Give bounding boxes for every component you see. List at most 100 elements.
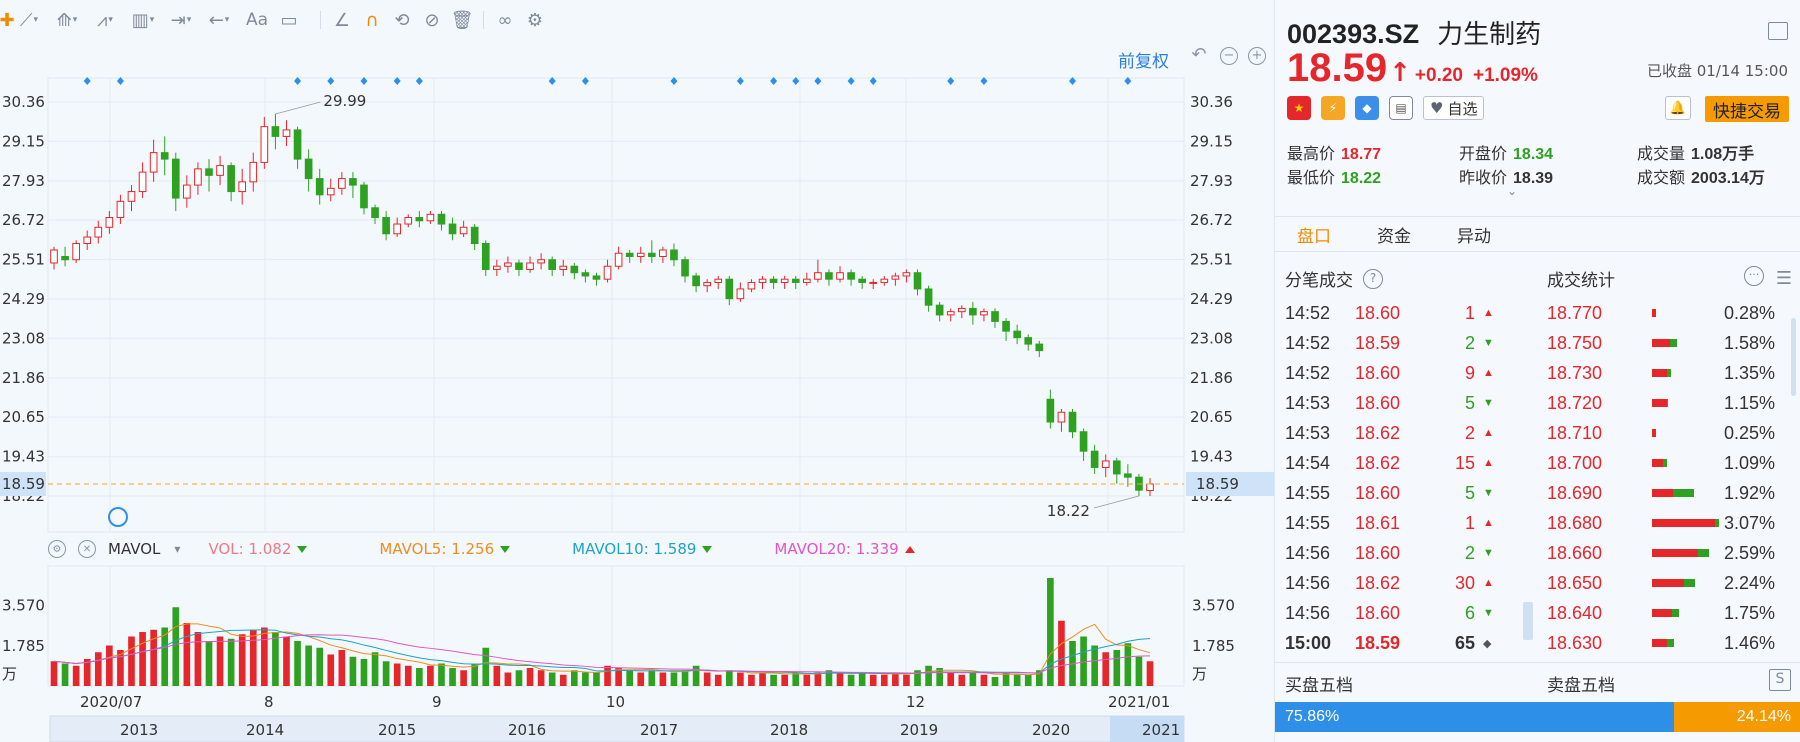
arrow-tool-icon[interactable]: ← ▾ bbox=[208, 9, 230, 31]
volume-stat-row: 18.650 2.24% bbox=[1547, 568, 1775, 598]
volume-stat-row: 18.660 2.59% bbox=[1547, 538, 1775, 568]
volume-bar bbox=[980, 674, 988, 686]
bell-icon[interactable]: 🔔 bbox=[1665, 96, 1691, 120]
more-options-icon[interactable]: ··· bbox=[1744, 266, 1764, 286]
price-change-pct: +1.09% bbox=[1472, 65, 1538, 86]
trade-price: 18.60 bbox=[1355, 392, 1401, 413]
detail-tabs: 盘口 资金 异动 bbox=[1275, 216, 1800, 252]
scrollbar[interactable] bbox=[1523, 602, 1533, 640]
sell-five-title: 卖盘五档 bbox=[1547, 676, 1615, 696]
candle-up bbox=[836, 272, 844, 280]
candle-down bbox=[470, 226, 479, 245]
tab-funds[interactable]: 资金 bbox=[1377, 226, 1411, 247]
indicator-close-icon[interactable]: ✕ bbox=[78, 540, 96, 558]
candle-up bbox=[459, 226, 468, 235]
trade-price: 18.60 bbox=[1355, 482, 1401, 503]
s-toggle-icon[interactable]: S bbox=[1769, 669, 1791, 691]
candle-down bbox=[61, 255, 69, 261]
trade-row: 14:53 18.62 2 ▲ bbox=[1285, 418, 1505, 448]
sell-ratio: 24.14% bbox=[1674, 702, 1800, 732]
line-tool-icon[interactable]: ⟋ ▾ bbox=[19, 9, 39, 31]
note-tool-icon[interactable]: ▭ bbox=[280, 9, 298, 31]
volume-bar bbox=[61, 663, 69, 686]
indicator-name[interactable]: MAVOL ▾ bbox=[108, 540, 181, 558]
trade-row: 14:52 18.60 1 ▲ bbox=[1285, 298, 1505, 328]
trade-time: 14:53 bbox=[1285, 392, 1331, 413]
hide-icon[interactable]: ⊘ bbox=[424, 9, 440, 31]
volume-ratio-bar bbox=[1651, 639, 1719, 647]
candle-up bbox=[603, 265, 612, 280]
volume-bar bbox=[593, 672, 600, 686]
toolbar-separator bbox=[483, 11, 484, 29]
trade-row: 14:55 18.61 1 ▲ bbox=[1285, 508, 1505, 538]
tab-orderbook[interactable]: 盘口 bbox=[1297, 226, 1331, 247]
candle-up bbox=[426, 213, 435, 222]
help-icon[interactable]: ? bbox=[1363, 268, 1383, 289]
trade-row: 14:54 18.62 15 ▲ bbox=[1285, 448, 1505, 478]
volume-stat-row: 18.700 1.09% bbox=[1547, 448, 1775, 478]
add-watchlist-button[interactable]: ♥ 自选 bbox=[1423, 96, 1485, 120]
fib-tool-icon[interactable]: ▥ ▾ bbox=[131, 9, 155, 31]
candle-up bbox=[957, 307, 966, 313]
link-icon[interactable]: ∞ bbox=[497, 9, 513, 31]
angle-tool-icon[interactable]: ∠ bbox=[333, 9, 351, 31]
volume-stat-row: 18.730 1.35% bbox=[1547, 358, 1775, 388]
text-tool-icon[interactable]: Aa bbox=[245, 10, 269, 30]
vol-readout: VOL: 1.082 bbox=[208, 540, 308, 558]
china-flag-icon[interactable]: ★ bbox=[1287, 96, 1311, 120]
candle-up bbox=[282, 129, 291, 137]
zoom-out-icon[interactable]: − bbox=[1220, 47, 1238, 65]
stat-low: 最低价 18.22 bbox=[1287, 168, 1382, 187]
sync-icon[interactable]: ⟲ bbox=[394, 9, 410, 31]
candle-up bbox=[758, 278, 767, 283]
undo-icon[interactable]: ↶ bbox=[1191, 44, 1207, 65]
candle-down bbox=[171, 158, 180, 199]
quick-trade-button[interactable]: 快捷交易 bbox=[1705, 96, 1789, 122]
volume-stat-row: 18.750 1.58% bbox=[1547, 328, 1775, 358]
stat-price: 18.730 bbox=[1547, 362, 1603, 383]
mavol10-readout: MAVOL10: 1.589 bbox=[572, 540, 713, 558]
candle-up bbox=[116, 200, 125, 219]
adjust-mode-button[interactable]: 前复权 bbox=[1118, 52, 1169, 72]
note-icon[interactable]: ▤ bbox=[1389, 96, 1413, 120]
candle-up bbox=[891, 275, 900, 280]
lightning-icon[interactable]: ⚡ bbox=[1321, 96, 1345, 120]
tab-alerts[interactable]: 异动 bbox=[1457, 226, 1491, 247]
volume-ratio-bar bbox=[1651, 519, 1719, 527]
trade-row: 14:55 18.60 5 ▼ bbox=[1285, 478, 1505, 508]
volume-bar bbox=[571, 670, 578, 686]
event-marker bbox=[83, 77, 91, 85]
volume-bar bbox=[238, 634, 246, 686]
crosshair-icon[interactable]: ✚ bbox=[0, 9, 15, 31]
settings-icon[interactable]: ⚙ bbox=[526, 9, 544, 31]
volume-bar bbox=[681, 670, 689, 686]
wave-tool-icon[interactable]: ⩘ ▾ bbox=[97, 9, 113, 31]
stat-percent: 1.35% bbox=[1723, 362, 1775, 383]
stock-code: 002393.SZ bbox=[1287, 19, 1420, 49]
indicator-settings-icon[interactable]: ⚙ bbox=[48, 540, 66, 558]
magnet-icon[interactable]: ∩ bbox=[365, 9, 379, 31]
expand-chevron-icon[interactable]: ⌄ bbox=[1507, 184, 1518, 198]
trade-direction-icon: ▼ bbox=[1483, 487, 1494, 499]
trade-price: 18.60 bbox=[1355, 542, 1401, 563]
volume-bar bbox=[50, 661, 58, 686]
scrollbar[interactable] bbox=[1791, 318, 1796, 396]
tag-icon[interactable]: ◆ bbox=[1355, 96, 1379, 120]
trade-volume: 1 bbox=[1464, 302, 1475, 323]
collapse-panel-icon[interactable] bbox=[1768, 22, 1788, 40]
list-view-icon[interactable]: ☰ bbox=[1775, 268, 1792, 289]
channel-tool-icon[interactable]: ⟰ ▾ bbox=[56, 9, 78, 31]
trade-volume: 9 bbox=[1464, 362, 1475, 383]
y-tick-label-left: 24.29 bbox=[2, 290, 45, 308]
kline-chart[interactable]: 30.36 30.36 29.15 29.15 27.93 27.93 26.72 26.72… bbox=[0, 0, 1274, 742]
zoom-in-icon[interactable]: + bbox=[1248, 47, 1266, 65]
volume-bar bbox=[1058, 620, 1065, 686]
trade-price: 18.60 bbox=[1355, 362, 1401, 383]
volume-stats-list[interactable]: 18.770 0.28% 18.750 1.58% 18.730 1.35% 18.720 1… bbox=[1547, 298, 1775, 658]
volume-bar bbox=[227, 638, 235, 686]
trades-list[interactable]: 14:52 18.60 1 ▲ 14:52 18.59 2 ▼ 14:52 18.60 9 ▲ 14:5… bbox=[1285, 298, 1505, 658]
measure-tool-icon[interactable]: ⇥ ▾ bbox=[170, 9, 192, 31]
volume-bar bbox=[526, 668, 534, 686]
delete-icon[interactable]: 🗑 bbox=[450, 9, 474, 31]
candle-up bbox=[802, 278, 811, 283]
